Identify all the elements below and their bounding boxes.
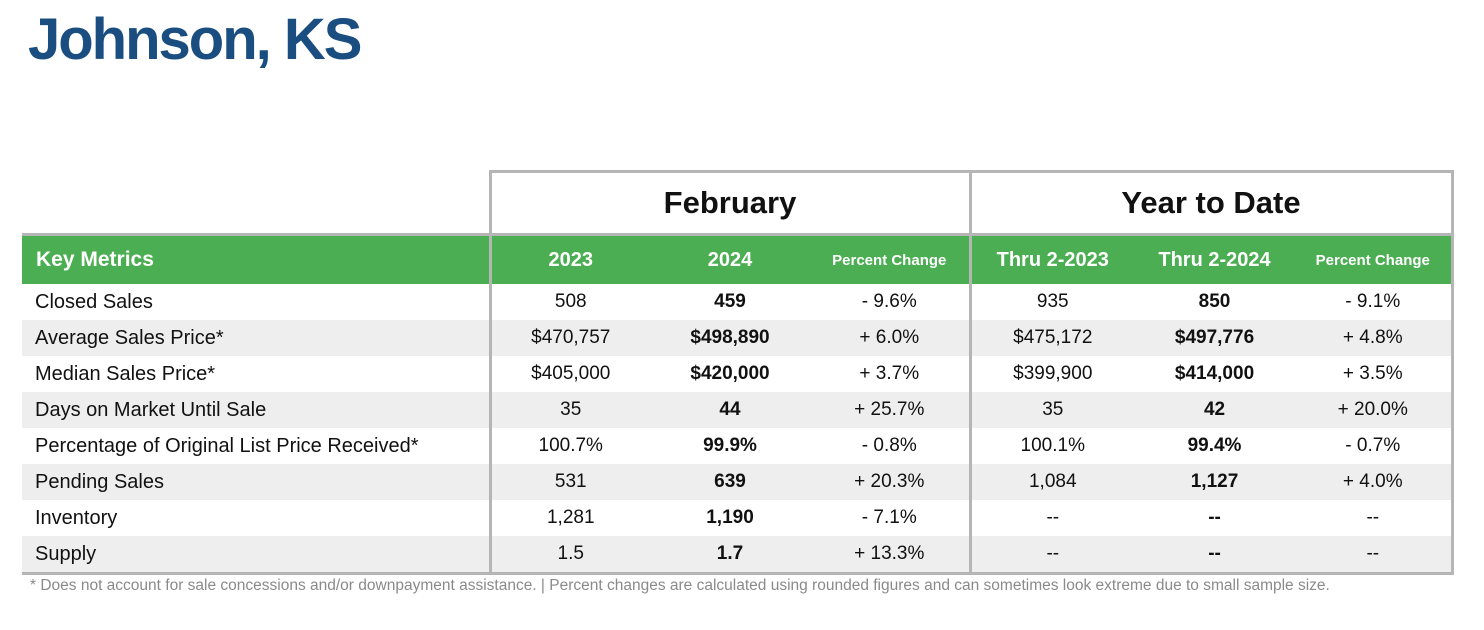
value-feb-change: - 9.6% — [810, 284, 971, 320]
value-ytd-change: -- — [1295, 500, 1454, 536]
value-ytd-change: + 3.5% — [1295, 356, 1454, 392]
metric-label: Average Sales Price* — [22, 320, 490, 356]
value-ytd-2024: 99.4% — [1134, 428, 1296, 464]
value-ytd-2023: 100.1% — [968, 428, 1135, 464]
table-row-pending-sales: Pending Sales 531 639 + 20.3% 1,084 1,12… — [22, 464, 1454, 500]
value-ytd-change: + 4.8% — [1295, 320, 1454, 356]
value-ytd-2023: -- — [968, 536, 1135, 575]
table-row-median-sales-price: Median Sales Price* $405,000 $420,000 + … — [22, 356, 1454, 392]
value-ytd-change: - 0.7% — [1295, 428, 1454, 464]
column-header-ytd-2024: Thru 2-2024 — [1134, 233, 1296, 284]
value-feb-2023: 100.7% — [488, 428, 650, 464]
value-ytd-2024: $497,776 — [1134, 320, 1296, 356]
value-ytd-2024: $414,000 — [1134, 356, 1296, 392]
metric-label: Percentage of Original List Price Receiv… — [22, 428, 490, 464]
metric-label: Supply — [22, 536, 490, 575]
group-header-spacer — [22, 171, 490, 235]
value-feb-2023: 1,281 — [488, 500, 650, 536]
metric-label: Median Sales Price* — [22, 356, 490, 392]
key-metrics-table: February Year to Date Key Metrics 2023 2… — [22, 170, 1454, 575]
value-feb-change: + 13.3% — [810, 536, 971, 575]
value-ytd-change: -- — [1295, 536, 1454, 575]
value-ytd-2023: $399,900 — [968, 356, 1135, 392]
table-row-pct-original-list-price: Percentage of Original List Price Receiv… — [22, 428, 1454, 464]
column-header-feb-2024: 2024 — [650, 233, 810, 284]
table-row-days-on-market: Days on Market Until Sale 35 44 + 25.7% … — [22, 392, 1454, 428]
value-feb-2024: 44 — [650, 392, 810, 428]
value-feb-change: - 7.1% — [810, 500, 971, 536]
value-ytd-2023: 35 — [968, 392, 1135, 428]
value-feb-change: + 3.7% — [810, 356, 971, 392]
value-feb-2024: 1,190 — [650, 500, 810, 536]
group-header-february: February — [488, 170, 972, 235]
table-row-average-sales-price: Average Sales Price* $470,757 $498,890 +… — [22, 320, 1454, 356]
value-ytd-change: + 4.0% — [1295, 464, 1454, 500]
page-title: Johnson, KS — [28, 7, 362, 72]
value-feb-change: + 6.0% — [810, 320, 971, 356]
value-feb-2023: $405,000 — [488, 356, 650, 392]
value-ytd-2023: 1,084 — [968, 464, 1135, 500]
metric-label: Closed Sales — [22, 284, 490, 320]
value-feb-2024: 459 — [650, 284, 810, 320]
metric-label: Inventory — [22, 500, 490, 536]
column-header-feb-percent-change: Percent Change — [810, 233, 971, 284]
column-header-feb-2023: 2023 — [488, 233, 650, 284]
table-row-supply: Supply 1.5 1.7 + 13.3% -- -- -- — [22, 536, 1454, 575]
value-ytd-2024: -- — [1134, 500, 1296, 536]
column-header-key-metrics: Key Metrics — [22, 233, 490, 284]
value-feb-change: + 25.7% — [810, 392, 971, 428]
metric-label: Pending Sales — [22, 464, 490, 500]
value-ytd-2023: 935 — [968, 284, 1135, 320]
value-ytd-2023: $475,172 — [968, 320, 1135, 356]
value-ytd-change: + 20.0% — [1295, 392, 1454, 428]
value-ytd-2024: 1,127 — [1134, 464, 1296, 500]
value-feb-2023: $470,757 — [488, 320, 650, 356]
value-feb-2023: 508 — [488, 284, 650, 320]
value-feb-2024: 99.9% — [650, 428, 810, 464]
value-feb-2024: $420,000 — [650, 356, 810, 392]
value-ytd-2023: -- — [968, 500, 1135, 536]
value-feb-change: + 20.3% — [810, 464, 971, 500]
value-ytd-2024: 850 — [1134, 284, 1296, 320]
column-header-ytd-2023: Thru 2-2023 — [968, 233, 1135, 284]
value-feb-2024: 1.7 — [650, 536, 810, 575]
group-header-row: February Year to Date — [22, 170, 1454, 235]
value-feb-2023: 1.5 — [488, 536, 650, 575]
column-header-row: Key Metrics 2023 2024 Percent Change Thr… — [22, 233, 1454, 284]
value-ytd-2024: -- — [1134, 536, 1296, 575]
value-ytd-2024: 42 — [1134, 392, 1296, 428]
group-header-year-to-date: Year to Date — [968, 170, 1454, 235]
footnote: * Does not account for sale concessions … — [30, 577, 1330, 594]
value-feb-2023: 531 — [488, 464, 650, 500]
metric-label: Days on Market Until Sale — [22, 392, 490, 428]
value-feb-2023: 35 — [488, 392, 650, 428]
table-row-closed-sales: Closed Sales 508 459 - 9.6% 935 850 - 9.… — [22, 284, 1454, 320]
value-ytd-change: - 9.1% — [1295, 284, 1454, 320]
value-feb-2024: 639 — [650, 464, 810, 500]
value-feb-2024: $498,890 — [650, 320, 810, 356]
value-feb-change: - 0.8% — [810, 428, 971, 464]
table-row-inventory: Inventory 1,281 1,190 - 7.1% -- -- -- — [22, 500, 1454, 536]
column-header-ytd-percent-change: Percent Change — [1295, 233, 1454, 284]
